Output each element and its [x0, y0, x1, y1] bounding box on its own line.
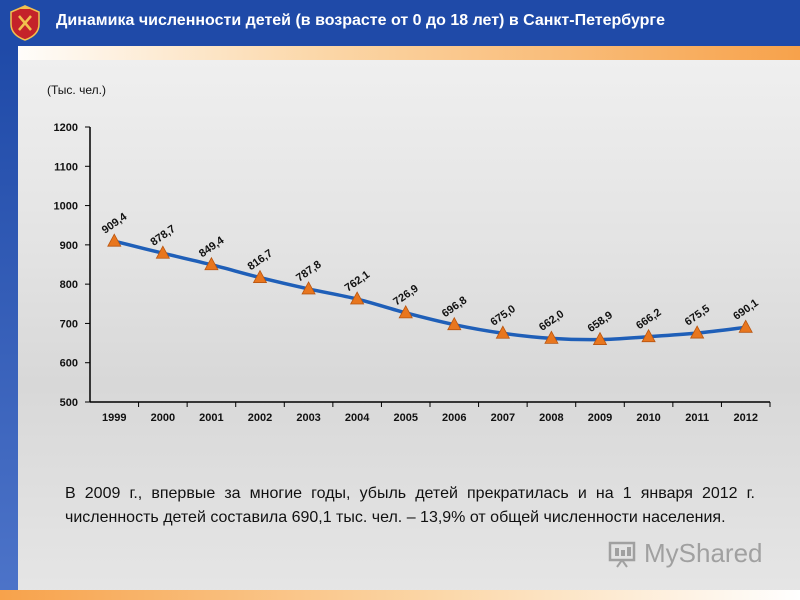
- y-tick-label: 700: [60, 318, 78, 330]
- data-label: 690,1: [731, 297, 760, 323]
- x-tick-label: 2007: [491, 412, 515, 424]
- data-label: 816,7: [246, 247, 275, 273]
- x-tick-label: 2003: [296, 412, 320, 424]
- y-tick-label: 900: [60, 240, 78, 252]
- data-point-marker: [641, 328, 656, 343]
- x-tick-label: 2005: [393, 412, 417, 424]
- data-point-marker: [495, 325, 511, 339]
- data-label: 878,7: [148, 223, 177, 249]
- data-label: 787,8: [294, 259, 323, 285]
- data-label: 726,9: [391, 283, 420, 309]
- y-tick-label: 800: [60, 279, 78, 291]
- data-point-marker: [301, 281, 316, 295]
- data-label: 909,4: [100, 210, 130, 236]
- data-point-marker: [204, 256, 219, 271]
- x-tick-label: 2010: [636, 412, 660, 424]
- x-tick-label: 2011: [685, 412, 709, 424]
- summary-text: В 2009 г., впервые за многие годы, убыль…: [65, 485, 755, 526]
- data-label: 662,0: [537, 308, 566, 334]
- watermark-text: MyShared: [644, 538, 763, 568]
- bottom-accent-bar: [0, 590, 800, 600]
- header-bar: Динамика численности детей (в возрасте о…: [0, 0, 800, 46]
- data-label: 658,9: [586, 309, 615, 335]
- data-label: 762,1: [343, 269, 372, 295]
- x-tick-label: 2002: [248, 412, 272, 424]
- data-point-marker: [349, 291, 365, 305]
- x-tick-label: 2008: [539, 412, 563, 424]
- data-point-marker: [738, 319, 753, 333]
- x-tick-label: 2001: [199, 412, 223, 424]
- y-tick-label: 500: [60, 397, 78, 409]
- data-point-marker: [252, 269, 268, 283]
- x-tick-label: 2012: [733, 412, 757, 424]
- data-point-marker: [592, 331, 608, 345]
- x-tick-label: 2006: [442, 412, 466, 424]
- x-tick-label: 2004: [345, 412, 370, 424]
- x-tick-label: 2009: [588, 412, 612, 424]
- y-tick-label: 1100: [54, 161, 78, 173]
- data-point-marker: [544, 330, 559, 344]
- data-label: 849,4: [197, 234, 227, 260]
- y-tick-label: 600: [60, 358, 78, 370]
- left-accent-bar: [0, 46, 18, 600]
- x-tick-label: 2000: [151, 412, 175, 424]
- x-tick-label: 1999: [102, 412, 126, 424]
- y-axis-unit-label: (Тыс. чел.): [47, 83, 106, 97]
- watermark: MyShared: [608, 534, 768, 574]
- y-tick-label: 1200: [54, 122, 78, 134]
- city-coat-of-arms-icon: [10, 5, 40, 41]
- page-title: Динамика численности детей (в возрасте о…: [56, 12, 665, 29]
- data-point-marker: [689, 325, 705, 339]
- data-point-marker: [155, 245, 171, 259]
- data-label: 675,0: [488, 303, 517, 329]
- data-point-marker: [398, 305, 413, 319]
- data-label: 675,5: [683, 303, 712, 329]
- y-tick-label: 1000: [54, 201, 78, 213]
- presentation-board-icon: [608, 541, 636, 568]
- orange-accent-bar: [0, 46, 800, 60]
- data-point-marker: [107, 233, 122, 247]
- data-point-marker: [447, 316, 462, 331]
- data-label: 696,8: [440, 294, 469, 320]
- city-panorama-background: [18, 60, 800, 600]
- data-label: 666,2: [634, 306, 663, 332]
